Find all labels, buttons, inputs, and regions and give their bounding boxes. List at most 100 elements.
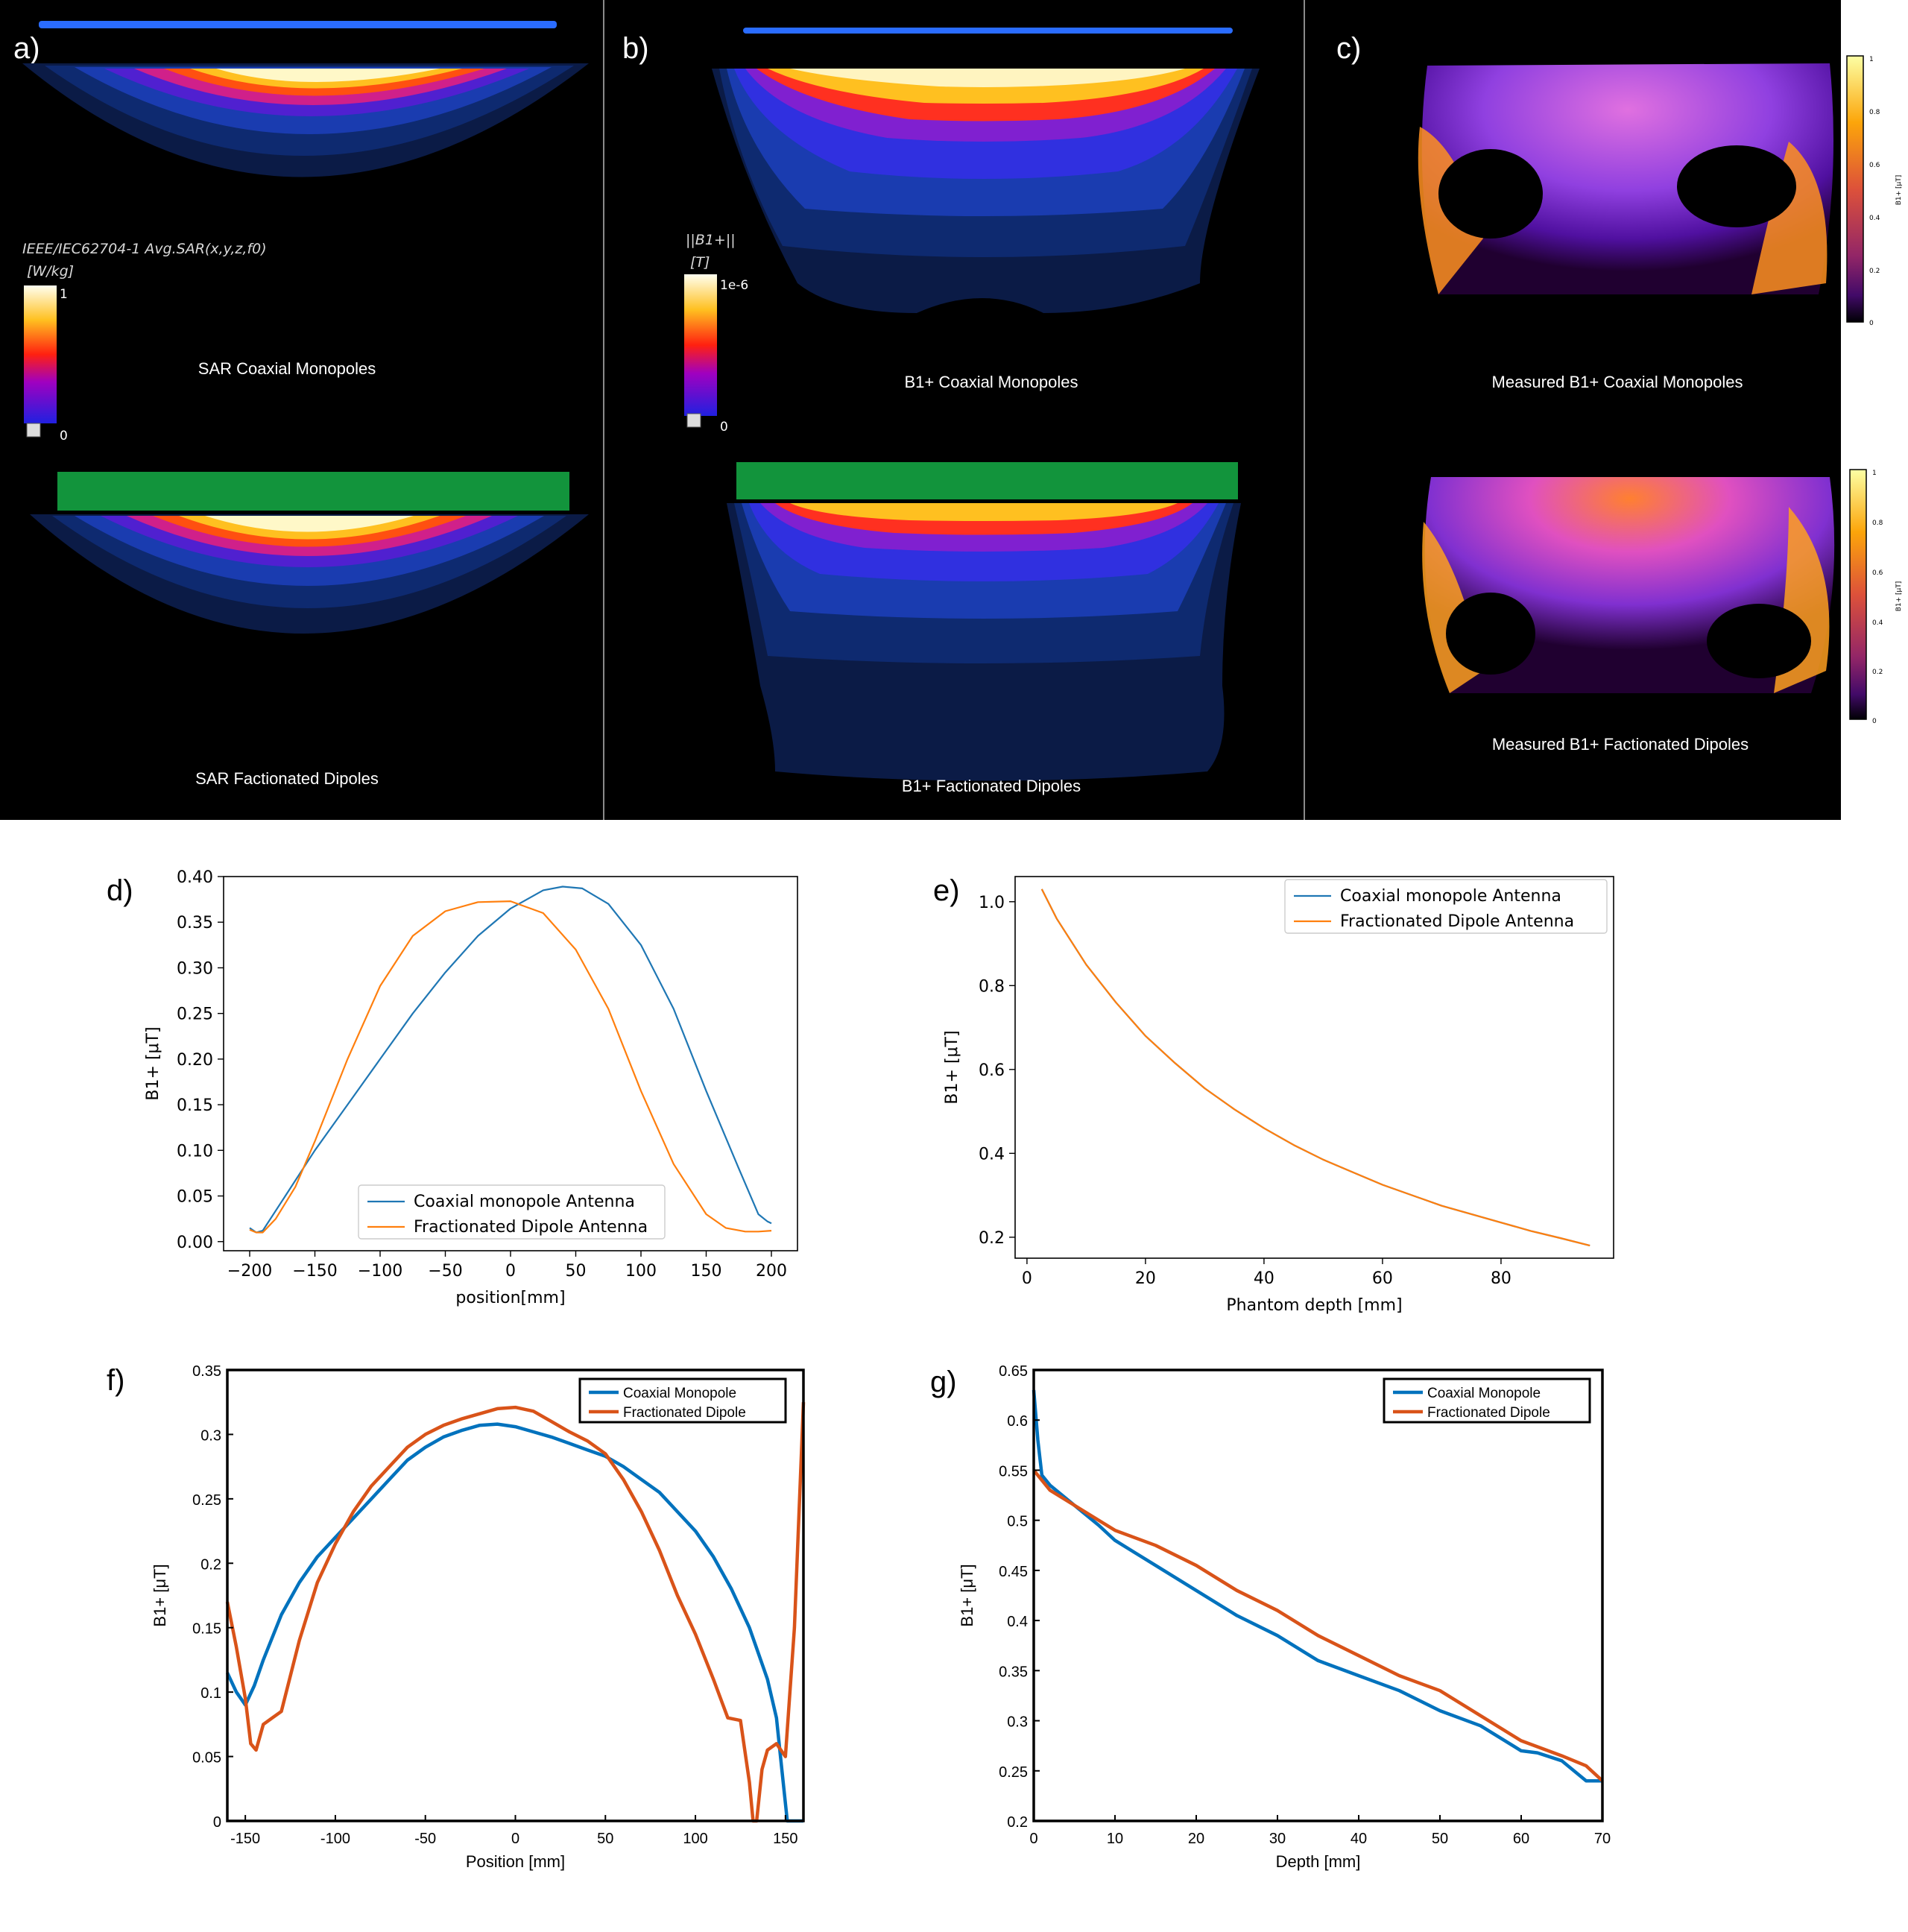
chart-e: 0 20 40 60 80 0.2 0.4 0.6 0.8 1.0 Phantom depth [m… bbox=[943, 876, 1614, 1315]
x-tick-label: 10 bbox=[1107, 1831, 1123, 1847]
y-tick-label: 0.40 bbox=[177, 868, 213, 887]
plot-area bbox=[1034, 1370, 1602, 1821]
b1-dipole-heatmap bbox=[727, 503, 1241, 781]
y-tick-label: 0.25 bbox=[177, 1006, 213, 1024]
y-tick-label: 0.1 bbox=[200, 1685, 221, 1702]
y-tick-label: 0.5 bbox=[1007, 1514, 1028, 1530]
series-line-coaxial bbox=[249, 886, 772, 1234]
sar-colorbar-max: 1 bbox=[60, 287, 68, 302]
colorbar-tick: 1 bbox=[1872, 470, 1877, 477]
caption-measured-monopoles: Measured B1+ Coaxial Monopoles bbox=[1492, 373, 1743, 391]
y-tick-label: 0.2 bbox=[1007, 1814, 1028, 1831]
colorbar-tick: 0.6 bbox=[1872, 569, 1883, 577]
measured-colorbar-top: 1 0.8 0.6 0.4 0.2 0 B1+ [μT] bbox=[1846, 55, 1903, 327]
y-axis-label: B1+ [μT] bbox=[144, 1026, 162, 1100]
b1-colorbar-min: 0 bbox=[720, 420, 728, 435]
x-tick-label: 40 bbox=[1351, 1831, 1367, 1847]
x-tick-label: 100 bbox=[683, 1831, 707, 1847]
chart-d: −200 −150 −100 −50 0 50 100 150 200 0.00 0.05 0.10 0… bbox=[144, 868, 798, 1307]
legend-entry: Coaxial Monopole bbox=[623, 1386, 736, 1401]
x-axis-label: position[mm] bbox=[455, 1289, 565, 1307]
y-tick-label: 0.20 bbox=[177, 1051, 213, 1070]
colorbar-tick: 0 bbox=[1872, 718, 1877, 725]
y-tick-label: 0.4 bbox=[1007, 1614, 1028, 1630]
x-tick-label: 60 bbox=[1513, 1831, 1529, 1847]
x-tick-label: 80 bbox=[1491, 1269, 1511, 1288]
y-tick-label: 0.6 bbox=[979, 1061, 1005, 1080]
colorbar-tick: 0.6 bbox=[1869, 162, 1880, 169]
chart-f: -150 -100 -50 0 50 100 150 0 0.05 0.1 0.15 0.2 0.25 0… bbox=[151, 1363, 806, 1871]
y-tick-label: 0.35 bbox=[192, 1363, 221, 1380]
x-tick-label: 100 bbox=[625, 1262, 657, 1281]
y-tick-label: 0.00 bbox=[177, 1234, 213, 1252]
legend-box bbox=[1383, 1377, 1591, 1424]
b1-colorbar-max: 1e-6 bbox=[720, 278, 748, 293]
sar-monopole-heatmap bbox=[22, 63, 589, 177]
x-tick-label: 150 bbox=[773, 1831, 797, 1847]
x-tick-label: −50 bbox=[428, 1262, 462, 1281]
measured-colorbar-bottom: 1 0.8 0.6 0.4 0.2 0 B1+ [μT] bbox=[1849, 469, 1903, 725]
x-tick-label: 50 bbox=[597, 1831, 613, 1847]
colorbar-tick: 0 bbox=[1869, 320, 1874, 327]
x-tick-label: 60 bbox=[1372, 1269, 1393, 1288]
y-tick-label: 0.35 bbox=[177, 914, 213, 932]
colorbar-tick: 0.2 bbox=[1872, 669, 1883, 676]
legend-entry: Fractionated Dipole Antenna bbox=[414, 1218, 648, 1237]
sar-colorbar bbox=[24, 285, 57, 423]
x-tick-label: 0 bbox=[1029, 1831, 1037, 1847]
y-tick-label: 0.65 bbox=[999, 1363, 1028, 1380]
y-tick-label: 0.25 bbox=[192, 1492, 221, 1509]
y-tick-label: 0.2 bbox=[979, 1229, 1005, 1248]
panel-b: b) ||B1+|| [T] 1e-6 0 B1+ Coaxial Monopo… bbox=[622, 28, 1260, 795]
y-tick-label: 0.15 bbox=[192, 1621, 221, 1638]
sar-dipole-heatmap bbox=[30, 514, 589, 634]
y-tick-label: 0.8 bbox=[979, 977, 1005, 996]
monopole-antenna bbox=[743, 28, 1233, 34]
x-axis-label: Depth [mm] bbox=[1276, 1852, 1361, 1871]
y-axis-label: B1+ [μT] bbox=[943, 1030, 961, 1104]
panel-label-a: a) bbox=[13, 32, 40, 65]
panel-label-e: e) bbox=[933, 874, 960, 907]
monopole-antenna bbox=[39, 21, 557, 28]
caption-b1-dipoles: B1+ Factionated Dipoles bbox=[902, 777, 1081, 795]
colorbar-tick: 0.4 bbox=[1872, 619, 1883, 627]
x-tick-label: −100 bbox=[358, 1262, 402, 1281]
y-tick-label: 0.25 bbox=[999, 1764, 1028, 1781]
x-tick-label: 150 bbox=[691, 1262, 722, 1281]
caption-sar-monopoles: SAR Coaxial Monopoles bbox=[198, 359, 376, 378]
series-line-fractionated bbox=[249, 900, 772, 1234]
x-tick-label: 30 bbox=[1269, 1831, 1286, 1847]
series-line-coaxial bbox=[225, 1422, 803, 1823]
y-tick-label: 0.45 bbox=[999, 1564, 1028, 1580]
b1-colorbar bbox=[684, 274, 717, 416]
x-tick-label: −200 bbox=[227, 1262, 272, 1281]
panel-label-d: d) bbox=[107, 874, 133, 907]
colorbar-label: B1+ [μT] bbox=[1895, 581, 1903, 612]
y-tick-label: 1.0 bbox=[979, 894, 1005, 912]
colorbar-tick: 0.8 bbox=[1872, 520, 1883, 527]
x-tick-label: 0 bbox=[505, 1262, 516, 1281]
y-tick-label: 0.35 bbox=[999, 1664, 1028, 1680]
y-tick-label: 0.30 bbox=[177, 959, 213, 978]
y-axis-label: B1+ [μT] bbox=[151, 1564, 169, 1626]
x-tick-label: 20 bbox=[1188, 1831, 1204, 1847]
legend-entry: Coaxial monopole Antenna bbox=[414, 1193, 635, 1211]
colorbar-tick: 0.4 bbox=[1869, 215, 1880, 222]
y-tick-label: 0.3 bbox=[1007, 1714, 1028, 1731]
legend-box bbox=[578, 1377, 787, 1424]
legend-entry: Fractionated Dipole bbox=[623, 1405, 746, 1421]
x-axis-label: Phantom depth [mm] bbox=[1226, 1296, 1402, 1315]
y-tick-label: 0.4 bbox=[979, 1145, 1005, 1164]
y-tick-label: 0.05 bbox=[177, 1188, 213, 1207]
measured-dipole-map bbox=[1422, 477, 1835, 693]
y-tick-label: 0.05 bbox=[192, 1750, 221, 1767]
x-tick-label: 0 bbox=[511, 1831, 519, 1847]
caption-measured-dipoles: Measured B1+ Factionated Dipoles bbox=[1492, 735, 1749, 754]
sar-legend-unit: [W/kg] bbox=[27, 263, 74, 280]
x-tick-label: 50 bbox=[1432, 1831, 1448, 1847]
x-tick-label: 70 bbox=[1594, 1831, 1611, 1847]
y-tick-label: 0.15 bbox=[177, 1096, 213, 1115]
series-line-fractionated bbox=[1032, 1468, 1604, 1782]
sar-colorbar-min: 0 bbox=[60, 429, 68, 443]
